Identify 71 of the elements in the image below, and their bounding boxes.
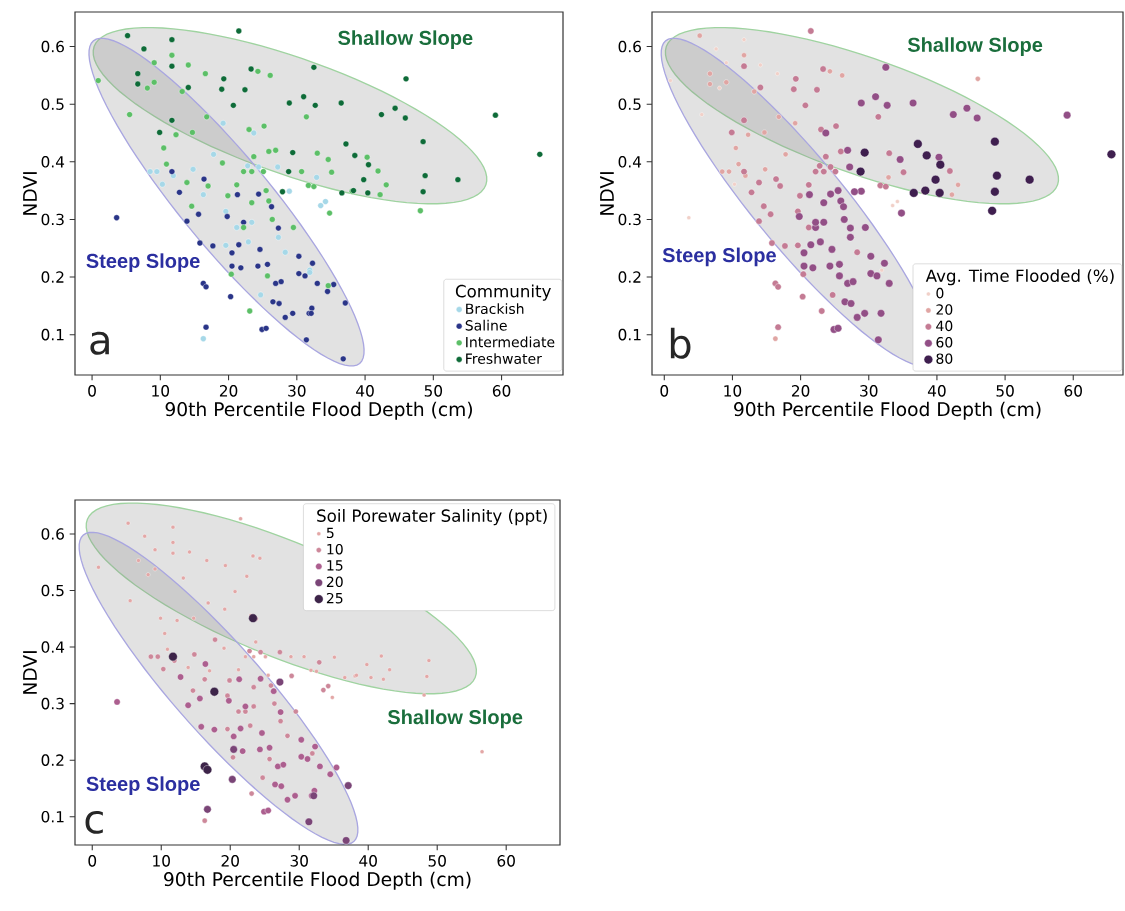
legend-label: 20 [936,304,953,315]
x-tick-label: 10 [152,385,170,397]
x-tick-label: 40 [356,385,374,397]
x-tick-label: 30 [860,385,878,397]
annotation: Steep Slope [86,253,200,272]
legend-label: 0 [936,287,944,299]
legend-label: Freshwater [466,353,542,364]
legend-title: Community [455,284,551,301]
y-axis-title: NDVI [600,172,614,215]
x-axis-title: 90th Percentile Flood Depth (cm) [734,401,1041,420]
legend-label: Brackish [466,303,524,315]
y-tick-label: 0.6 [618,40,641,53]
legend-label: 80 [936,353,953,364]
x-tick-label: 30 [290,855,308,867]
x-tick-label: 0 [88,385,96,397]
annotation: c [85,810,103,834]
y-tick-label: 0.5 [618,98,641,110]
annotation: Shallow Slope [338,30,473,49]
x-tick-label: 20 [791,385,810,397]
x-tick-label: 40 [927,385,946,397]
y-tick-label: 0.4 [41,641,65,653]
legend-label: 10 [327,543,343,555]
legend-label: 60 [936,336,953,348]
legend-label: 25 [326,592,343,604]
y-tick-label: 0.4 [41,156,65,168]
legend-label: Saline [465,319,507,331]
x-tick-label: 60 [497,855,515,867]
y-tick-label: 0.2 [618,271,641,283]
x-tick-label: 0 [88,855,97,867]
annotation: Shallow Slope [387,709,523,729]
y-tick-label: 0.2 [41,271,64,283]
y-axis-title: NDVI [23,172,37,215]
x-tick-label: 30 [288,385,306,397]
x-tick-label: 40 [359,855,377,867]
x-tick-label: 60 [1064,385,1082,397]
x-tick-label: 0 [660,385,669,397]
x-tick-label: 50 [996,385,1014,397]
legend-label: 5 [326,527,334,539]
y-tick-label: 0.5 [41,98,64,110]
x-axis-title: 90th Percentile Flood Depth (cm) [164,871,471,890]
x-axis-title: 90th Percentile Flood Depth (cm) [165,401,472,420]
x-tick-label: 50 [428,855,446,867]
legend-label: Intermediate [466,336,555,348]
legend-label: 15 [327,560,343,571]
y-tick-label: 0.6 [41,528,64,540]
y-tick-label: 0.1 [41,328,64,341]
x-tick-label: 50 [424,385,443,397]
y-tick-label: 0.5 [41,584,64,597]
x-tick-label: 10 [153,855,170,867]
legend-title: Avg. Time Flooded (%) [925,269,1114,286]
y-tick-label: 0.2 [41,754,64,766]
y-axis-title: NDVI [23,651,37,694]
annotation: b [670,327,691,359]
legend-label: 20 [326,576,343,588]
y-tick-label: 0.6 [41,40,64,53]
annotation: Steep Slope [86,776,200,795]
legend-title: Soil Porewater Salinity (ppt) [317,509,547,526]
y-tick-label: 0.3 [618,213,641,226]
legend-label: 40 [936,320,953,332]
annotation: a [90,331,109,355]
y-tick-label: 0.1 [618,328,641,341]
annotation: Steep Slope [662,247,776,267]
y-tick-label: 0.3 [41,213,64,226]
annotation: Shallow Slope [907,37,1043,56]
x-tick-label: 60 [492,385,511,397]
y-tick-label: 0.4 [618,156,642,168]
x-tick-label: 20 [219,385,238,397]
x-tick-label: 20 [221,855,239,867]
y-tick-label: 0.1 [41,810,64,823]
y-tick-label: 0.3 [41,697,64,710]
x-tick-label: 10 [724,385,742,397]
